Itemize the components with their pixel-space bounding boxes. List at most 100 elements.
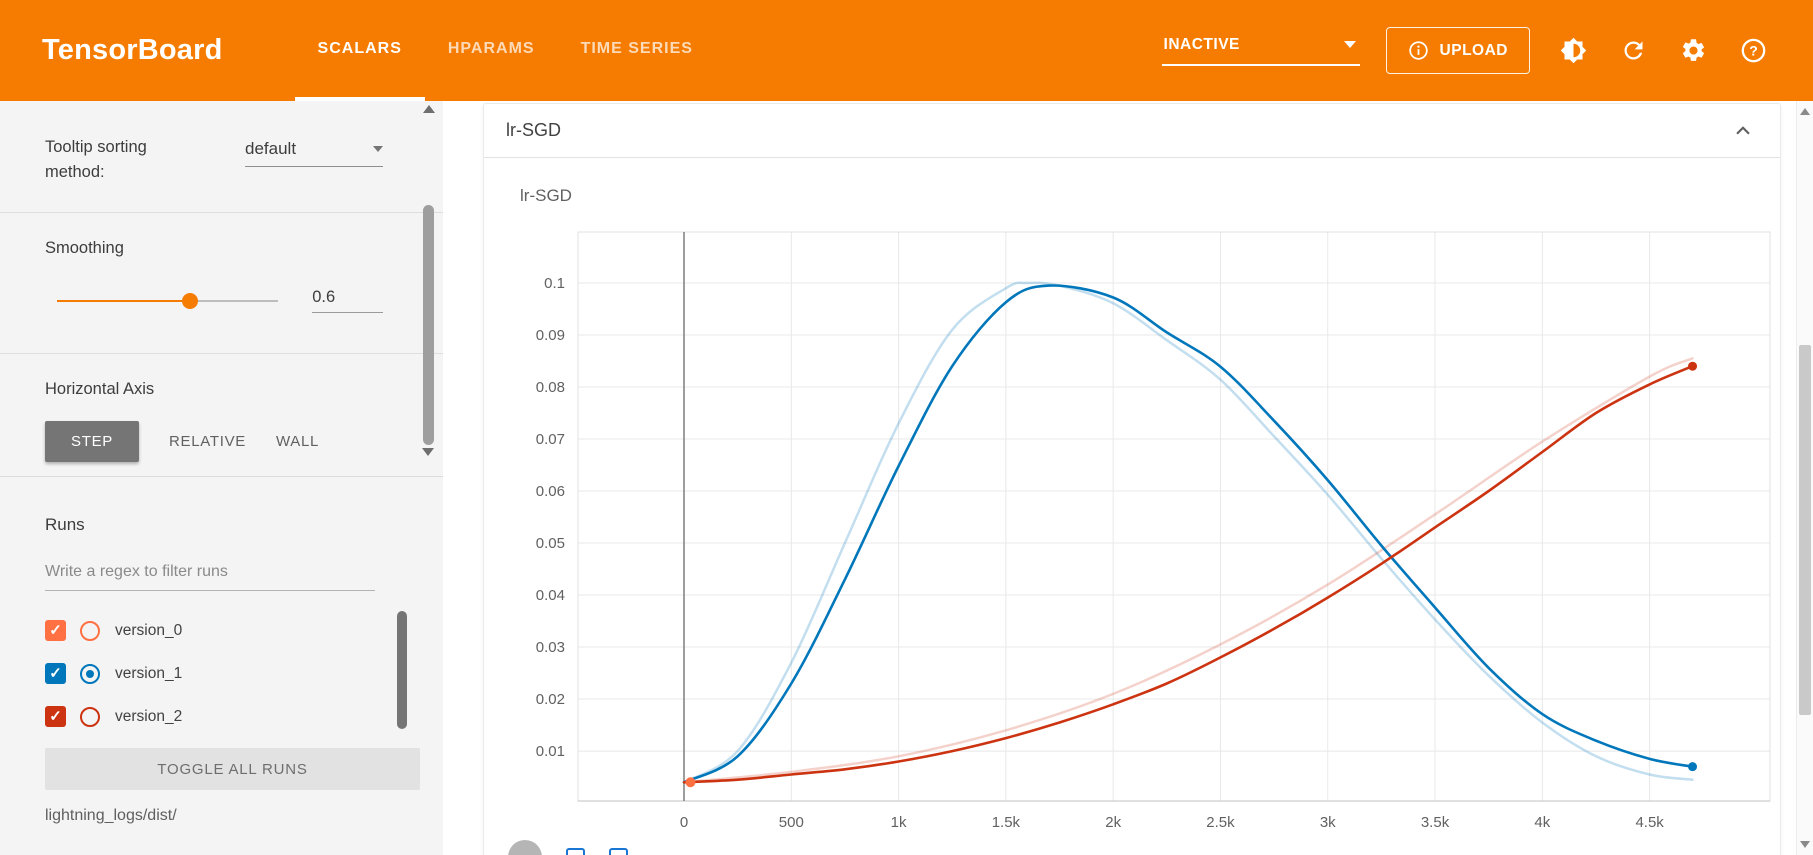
toggle-all-runs-button[interactable]: TOGGLE ALL RUNS: [45, 748, 420, 790]
nav-tabs: SCALARS HPARAMS TIME SERIES: [294, 0, 716, 101]
scrollbar-up-button[interactable]: [422, 105, 435, 113]
runs-filter-input[interactable]: [45, 563, 375, 591]
run-label: version_0: [115, 621, 183, 639]
svg-text:0.01: 0.01: [536, 743, 565, 760]
run-checkbox[interactable]: [45, 663, 66, 684]
chart-action-button[interactable]: [566, 847, 585, 855]
svg-text:0.07: 0.07: [536, 431, 565, 448]
app-header: TensorBoard SCALARS HPARAMS TIME SERIES …: [0, 0, 1813, 101]
slider-fill: [57, 299, 190, 302]
theme-toggle-button[interactable]: [1560, 37, 1587, 64]
app-logo[interactable]: TensorBoard: [42, 34, 223, 66]
svg-text:0.05: 0.05: [536, 535, 565, 552]
scrollbar-down-button[interactable]: [422, 448, 434, 456]
svg-text:0.03: 0.03: [536, 639, 565, 656]
horizontal-axis-label: Horizontal Axis: [45, 380, 155, 398]
settings-button[interactable]: [1680, 37, 1707, 64]
collapse-card-button[interactable]: [1728, 116, 1758, 146]
run-row[interactable]: version_1: [45, 652, 420, 695]
svg-text:?: ?: [1749, 43, 1758, 59]
tab-hparams[interactable]: HPARAMS: [447, 39, 535, 57]
svg-text:0.09: 0.09: [536, 327, 565, 344]
svg-text:1.5k: 1.5k: [992, 814, 1021, 831]
svg-text:0.06: 0.06: [536, 483, 565, 500]
axis-button-wall[interactable]: WALL: [276, 433, 320, 450]
svg-text:3.5k: 3.5k: [1421, 814, 1450, 831]
radio-dot: [86, 669, 94, 678]
run-row[interactable]: version_2: [45, 695, 420, 738]
axis-button-relative[interactable]: RELATIVE: [168, 433, 246, 450]
radio-dot: [86, 713, 94, 721]
upload-button-label: UPLOAD: [1439, 41, 1508, 59]
refresh-icon: [1624, 41, 1643, 60]
scrollbar-down-button[interactable]: [1800, 841, 1810, 848]
line-chart[interactable]: 0 500 1k 1.5k 2k 2.5k 3k 3.5k 4k 4.5k 0.01 0.02 0.03…: [506, 211, 1786, 855]
slider-knob[interactable]: [181, 292, 198, 309]
scrollbar-up-button[interactable]: [1800, 108, 1810, 115]
gear-icon: [1682, 39, 1705, 61]
runs-panel: Runs version_0 version_1 version_2 TOGGL…: [0, 477, 443, 825]
radio-dot: [86, 627, 94, 635]
axis-button-step[interactable]: STEP: [45, 421, 139, 462]
sidebar-scrollbar[interactable]: [421, 105, 436, 470]
status-dropdown-value: INACTIVE: [1163, 35, 1240, 53]
tab-time-series[interactable]: TIME SERIES: [580, 39, 693, 57]
log-directory-label: lightning_logs/dist/: [45, 807, 177, 824]
upload-button[interactable]: UPLOAD: [1385, 27, 1530, 74]
tab-scalars[interactable]: SCALARS: [294, 0, 425, 101]
tooltip-sorting-label: Tooltip sorting method:: [45, 138, 147, 181]
svg-text:2k: 2k: [1105, 814, 1121, 831]
run-label: version_1: [115, 664, 183, 682]
status-dropdown[interactable]: INACTIVE: [1161, 35, 1360, 66]
chevron-up-icon: [1736, 125, 1750, 134]
card-title: lr-SGD: [506, 120, 561, 140]
help-icon: ?: [1741, 38, 1766, 63]
svg-text:0.04: 0.04: [536, 587, 565, 604]
svg-text:4k: 4k: [1534, 814, 1550, 831]
chart-action-button[interactable]: [508, 840, 542, 855]
sidebar-settings-panel: Tooltip sorting method: default Smoothin…: [0, 101, 443, 476]
help-button[interactable]: ?: [1740, 37, 1767, 64]
runs-scrollbar-thumb[interactable]: [397, 611, 407, 729]
refresh-button[interactable]: [1620, 37, 1647, 64]
run-radio[interactable]: [80, 706, 100, 727]
run-radio[interactable]: [80, 663, 100, 684]
svg-text:0.08: 0.08: [536, 379, 565, 396]
theme-icon: [1560, 37, 1587, 64]
svg-text:0.02: 0.02: [536, 691, 565, 708]
card-header: lr-SGD: [484, 104, 1780, 158]
run-label: version_2: [115, 707, 183, 725]
svg-text:1k: 1k: [891, 814, 907, 831]
tooltip-sorting-value: default: [245, 139, 297, 158]
smoothing-slider[interactable]: [57, 292, 279, 309]
svg-text:0.1: 0.1: [544, 275, 565, 292]
sidebar: Tooltip sorting method: default Smoothin…: [0, 101, 443, 855]
header-actions: INACTIVE UPLOAD ?: [1161, 0, 1767, 101]
run-checkbox[interactable]: [45, 706, 66, 727]
run-radio[interactable]: [80, 620, 100, 641]
horizontal-axis-buttons: STEP RELATIVE WALL: [45, 421, 383, 462]
run-row[interactable]: version_0: [45, 609, 420, 652]
divider: [0, 353, 443, 354]
scrollbar-thumb[interactable]: [423, 205, 434, 445]
svg-text:4.5k: 4.5k: [1635, 814, 1664, 831]
chart-region: lr-SGD 0 500 1k 1.5k 2k 2.5k 3k 3.5k 4k 4.5k 0.01 0…: [484, 158, 1780, 855]
divider: [0, 212, 443, 213]
info-icon: [1408, 41, 1428, 60]
tooltip-sorting-select[interactable]: default: [245, 139, 383, 167]
runs-list: version_0 version_1 version_2: [45, 609, 420, 738]
smoothing-label: Smoothing: [45, 239, 124, 257]
chart-action-button[interactable]: [609, 847, 628, 855]
main-content: lr-SGD lr-SGD 0 500 1k 1.5k 2k 2.5k 3k 3.5k 4k 4.…: [443, 101, 1796, 855]
divider: [0, 476, 443, 477]
svg-text:500: 500: [779, 814, 804, 831]
chart-title: lr-SGD: [520, 186, 572, 205]
scrollbar-thumb[interactable]: [1799, 345, 1811, 715]
chevron-down-icon: [373, 146, 383, 152]
main-scrollbar[interactable]: [1796, 101, 1813, 855]
runs-heading: Runs: [45, 515, 85, 534]
smoothing-value-input[interactable]: 0.6: [312, 288, 383, 313]
chart-actions: [508, 840, 628, 855]
svg-text:2.5k: 2.5k: [1206, 814, 1235, 831]
run-checkbox[interactable]: [45, 620, 66, 641]
